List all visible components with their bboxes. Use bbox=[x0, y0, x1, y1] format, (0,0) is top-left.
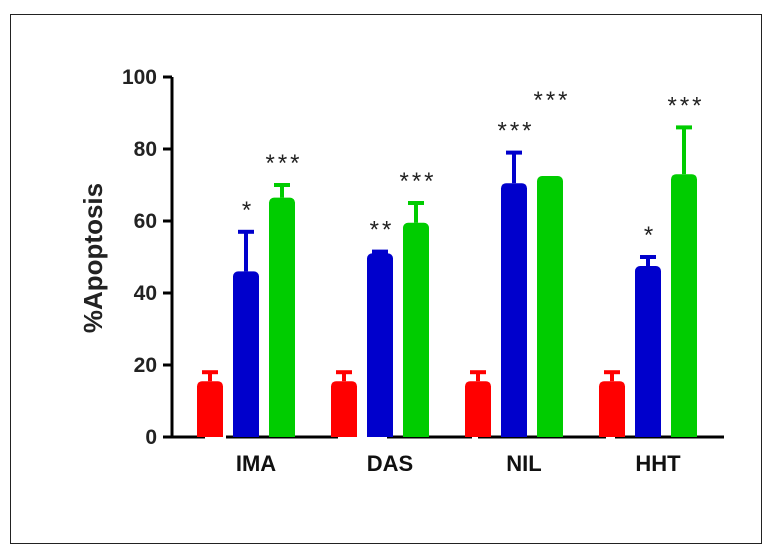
bar-body bbox=[671, 180, 697, 437]
x-category-label: NIL bbox=[506, 451, 541, 476]
significance-label: *** bbox=[533, 87, 570, 114]
significance-labels: ******************* bbox=[242, 87, 704, 249]
bar-body bbox=[501, 189, 527, 437]
y-tick-label: 40 bbox=[134, 282, 157, 305]
bar-body bbox=[537, 182, 563, 437]
x-category-label: DAS bbox=[367, 451, 413, 476]
bar-body bbox=[269, 203, 295, 437]
y-axis-label: %Apoptosis bbox=[78, 183, 108, 333]
bar-body bbox=[599, 387, 625, 437]
significance-label: * bbox=[644, 222, 656, 249]
error-bars bbox=[202, 125, 692, 382]
y-tick-label: 80 bbox=[134, 138, 157, 161]
y-tick-label: 0 bbox=[145, 426, 157, 449]
x-category-label: HHT bbox=[635, 451, 681, 476]
significance-label: *** bbox=[497, 118, 534, 145]
bars bbox=[197, 174, 697, 437]
bar-body bbox=[233, 277, 259, 437]
bar-body bbox=[197, 387, 223, 437]
x-category-label: IMA bbox=[236, 451, 276, 476]
y-tick-label: 60 bbox=[134, 210, 157, 233]
y-tick-label: 20 bbox=[134, 354, 157, 377]
bar-body bbox=[465, 387, 491, 437]
x-category-labels: IMA DAS NIL HHT bbox=[236, 451, 681, 476]
bar-body bbox=[331, 387, 357, 437]
significance-label: ** bbox=[370, 217, 395, 244]
significance-label: *** bbox=[399, 168, 436, 195]
significance-label: *** bbox=[265, 150, 302, 177]
significance-label: *** bbox=[667, 92, 704, 119]
bar-body bbox=[635, 272, 661, 437]
y-ticks: 0 20 40 60 80 100 bbox=[122, 66, 172, 449]
y-tick-label: 100 bbox=[122, 66, 157, 89]
significance-label: * bbox=[242, 197, 254, 224]
bar-body bbox=[403, 228, 429, 437]
bar-body bbox=[367, 259, 393, 437]
